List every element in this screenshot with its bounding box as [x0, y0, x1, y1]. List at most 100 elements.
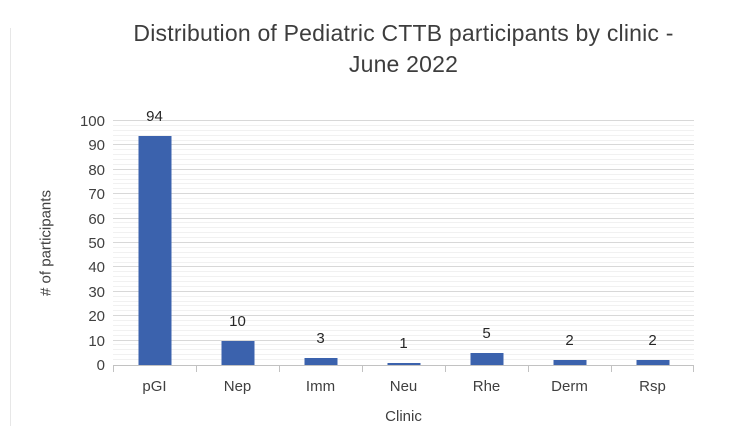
major-gridline — [113, 193, 694, 195]
minor-gridline — [113, 207, 694, 209]
minor-gridline — [113, 271, 694, 273]
x-axis-tick — [693, 366, 694, 372]
y-tick-label-80: 80 — [88, 161, 105, 179]
bar-slot-Imm: 3 — [279, 121, 362, 365]
minor-gridline — [113, 134, 694, 136]
minor-gridline — [113, 149, 694, 151]
y-tick-label-0: 0 — [96, 357, 105, 374]
minor-gridline — [113, 198, 694, 200]
minor-gridline — [113, 154, 694, 156]
bar-Rhe — [470, 352, 503, 365]
minor-gridline — [113, 222, 694, 224]
minor-gridline — [113, 159, 694, 161]
x-axis-tick — [113, 366, 114, 372]
minor-gridline — [113, 251, 694, 253]
major-gridline — [113, 339, 694, 341]
x-tick-label-Rsp: Rsp — [639, 378, 666, 395]
data-label-Derm: 2 — [565, 332, 574, 350]
minor-gridline — [113, 334, 694, 336]
data-label-Rsp: 2 — [648, 332, 657, 350]
minor-gridline — [113, 188, 694, 190]
y-tick-label-10: 10 — [88, 332, 105, 350]
minor-gridline — [113, 212, 694, 214]
minor-gridline — [113, 256, 694, 258]
bar-slot-Neu: 1 — [362, 121, 445, 365]
minor-gridline — [113, 261, 694, 263]
minor-gridline — [113, 237, 694, 239]
bar-Nep — [221, 340, 254, 365]
y-tick-label-100: 100 — [79, 113, 105, 130]
minor-gridline — [113, 300, 694, 302]
bar-Neu — [387, 362, 420, 365]
x-tick-label-Neu: Neu — [389, 378, 418, 395]
x-axis-title: Clinic — [385, 408, 422, 425]
bar-slot-Rsp: 2 — [611, 121, 694, 365]
data-label-Imm: 3 — [316, 329, 325, 347]
minor-gridline — [113, 349, 694, 351]
bar-slot-Rhe: 5 — [445, 121, 528, 365]
minor-gridline — [113, 276, 694, 278]
x-axis-tick — [444, 366, 446, 372]
major-gridline — [113, 242, 694, 243]
minor-gridline — [113, 359, 694, 361]
y-tick-label-90: 90 — [88, 137, 105, 155]
bar-slot-Derm: 2 — [528, 121, 611, 365]
minor-gridline — [113, 354, 694, 356]
minor-gridline — [113, 295, 694, 297]
minor-gridline — [113, 163, 694, 165]
bar-slot-pGI: 94 — [113, 109, 196, 365]
major-gridline — [113, 266, 694, 268]
minor-gridline — [113, 129, 694, 131]
minor-gridline — [113, 324, 694, 326]
minor-gridline — [113, 329, 694, 331]
major-gridline — [113, 168, 694, 170]
chart-title: Distribution of Pediatric CTTB participa… — [133, 20, 674, 77]
bar-Imm — [304, 357, 337, 365]
bar-slot-Nep: 10 — [196, 121, 279, 365]
x-axis-tick — [278, 366, 280, 372]
minor-gridline — [113, 305, 694, 307]
y-tick-label-40: 40 — [88, 259, 105, 277]
y-tick-label-50: 50 — [88, 235, 105, 252]
y-tick-label-20: 20 — [88, 308, 105, 326]
bar-pGI — [138, 135, 171, 365]
x-tick-label-pGI: pGI — [142, 378, 167, 395]
x-tick-label-Imm: Imm — [305, 378, 336, 395]
minor-gridline — [113, 246, 694, 248]
minor-gridline — [113, 281, 694, 283]
major-gridline — [113, 290, 694, 292]
x-tick-label-Rhe: Rhe — [472, 378, 501, 395]
major-gridline — [113, 217, 694, 219]
minor-gridline — [113, 320, 694, 322]
minor-gridline — [113, 310, 694, 312]
minor-gridline — [113, 344, 694, 346]
x-axis-tick — [195, 366, 197, 372]
minor-gridline — [113, 202, 694, 204]
data-label-Neu: 1 — [399, 334, 408, 352]
x-axis-tick — [362, 366, 363, 372]
data-label-Nep: 10 — [229, 312, 246, 330]
major-gridline — [113, 144, 694, 146]
minor-gridline — [113, 124, 694, 126]
minor-gridline — [113, 227, 694, 229]
major-gridline — [113, 315, 694, 317]
minor-gridline — [113, 183, 694, 185]
x-tick-label-Nep: Nep — [223, 378, 252, 395]
major-gridline — [113, 120, 694, 121]
bar-Rsp — [636, 360, 669, 365]
bar-Derm — [553, 360, 586, 365]
data-label-Rhe: 5 — [482, 324, 491, 342]
minor-gridline — [113, 232, 694, 234]
bars-layer: 94 10 3 1 5 2 2 — [113, 109, 694, 365]
plot-area: 94 10 3 1 5 2 2 — [113, 109, 694, 372]
minor-gridline — [113, 285, 694, 287]
y-tick-label-30: 30 — [88, 283, 105, 301]
minor-gridline — [113, 178, 694, 180]
y-tick-label-70: 70 — [88, 186, 105, 204]
x-tick-label-Derm: Derm — [551, 378, 588, 395]
data-label-pGI: 94 — [146, 107, 163, 125]
minor-gridline — [113, 173, 694, 175]
chart-left-edge-line — [10, 28, 11, 426]
x-axis-tick — [611, 366, 612, 372]
